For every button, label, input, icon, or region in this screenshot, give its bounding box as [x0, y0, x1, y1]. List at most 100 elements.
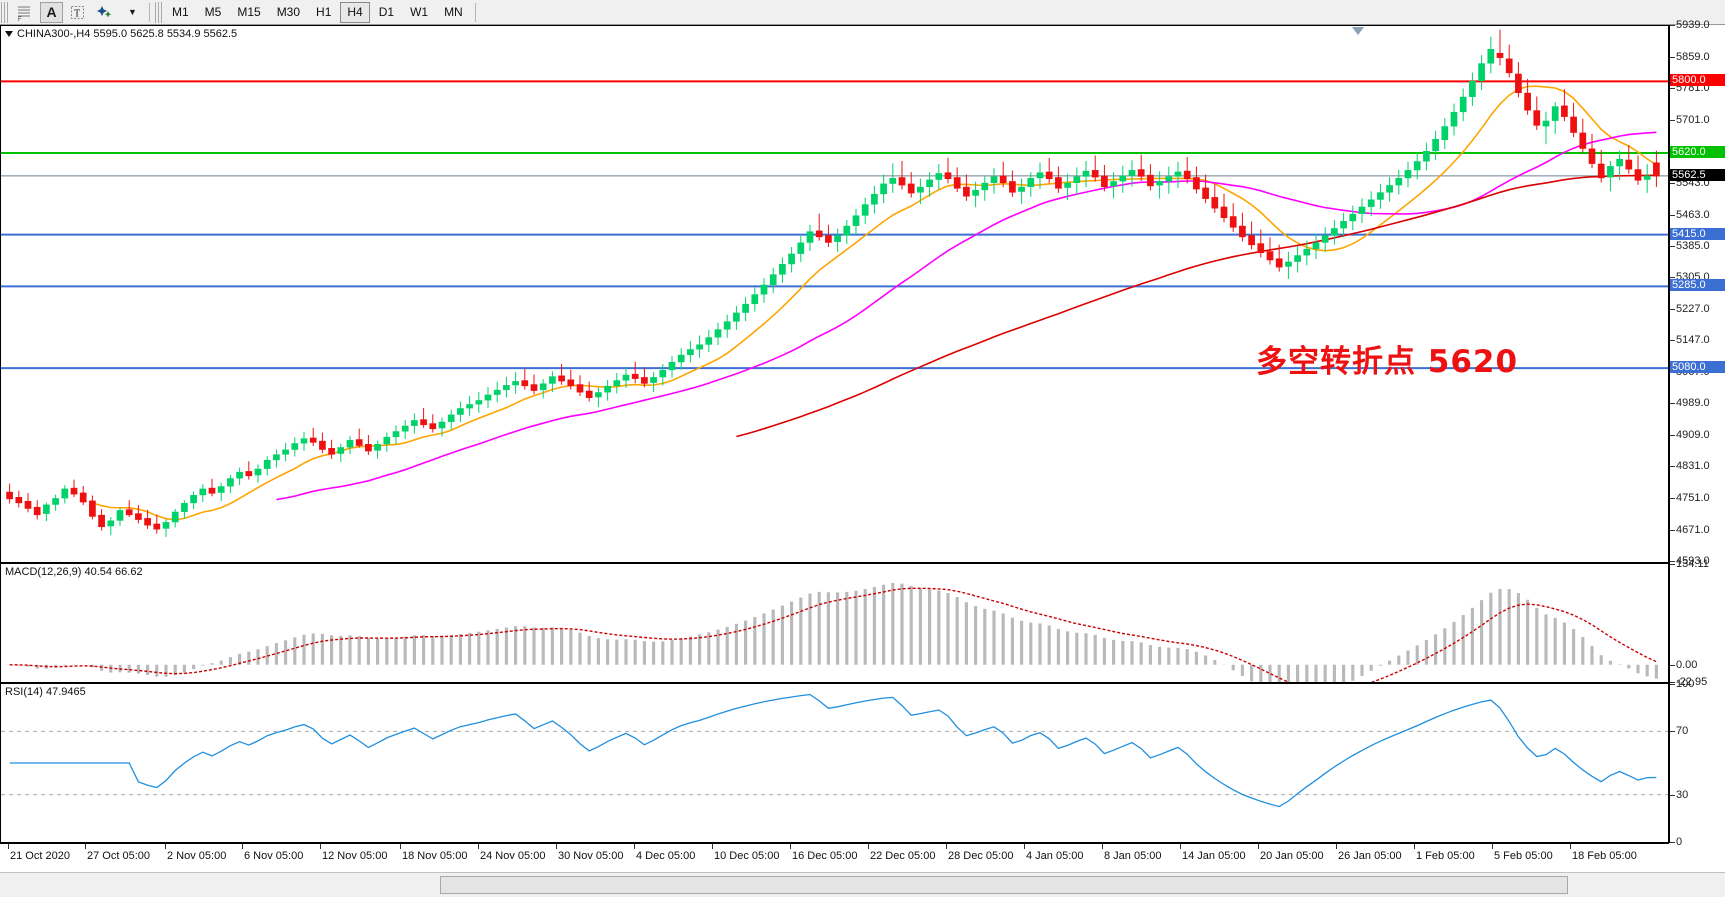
pivot-level-5620[interactable]: 5620.0: [1670, 146, 1725, 159]
price-tick-label: 5463.0: [1676, 208, 1710, 221]
chart-annotation-text: 多空转折点 5620: [1256, 344, 1519, 380]
timeframe-m15[interactable]: M15: [237, 5, 261, 19]
time-tick: [320, 844, 321, 849]
price-tick: [1670, 277, 1675, 279]
time-tick: [1258, 844, 1259, 849]
time-axis[interactable]: 21 Oct 2020 27 Oct 05:00 2 Nov 05:00 6 Nov …: [0, 843, 1669, 872]
time-tick-label: 14 Jan 05:00: [1182, 850, 1246, 862]
timeframe-d1[interactable]: D1: [378, 5, 395, 19]
time-tick: [85, 844, 86, 849]
objects-dropdown-button[interactable]: ▼: [121, 2, 144, 23]
time-tick-label: 16 Dec 05:00: [792, 850, 858, 862]
macd-pane[interactable]: MACD(12,26,9) 40.54 66.62: [0, 563, 1669, 683]
price-tick-label: 4593.0: [1676, 555, 1710, 567]
price-tick: [1670, 561, 1675, 562]
support-level-5285[interactable]: 5285.0: [1670, 279, 1725, 292]
time-tick-label: 26 Jan 05:00: [1338, 850, 1402, 862]
macd-tick-label: -22.95: [1676, 676, 1708, 688]
rsi-pane[interactable]: RSI(14) 47.9465: [0, 683, 1669, 843]
time-tick-label: 12 Nov 05:00: [322, 850, 388, 862]
axis-tick: [1670, 682, 1675, 683]
last-price-5562[interactable]: 5562.5: [1670, 168, 1725, 181]
price-tick: [1670, 308, 1675, 310]
time-tick: [868, 844, 869, 849]
price-tick: [1670, 529, 1675, 531]
price-tick-label: 4831.0: [1676, 460, 1710, 473]
scrollbar-thumb[interactable]: [440, 876, 1568, 894]
rsi-tick-label: 0: [1676, 836, 1683, 848]
time-tick-label: 2 Nov 05:00: [167, 850, 227, 862]
time-tick: [634, 844, 635, 849]
timeframe-h1[interactable]: H1: [316, 5, 332, 19]
toolbar-divider-2: [474, 2, 476, 22]
axis-tick: [1670, 731, 1675, 733]
macd-tick-label: 0.00: [1676, 658, 1698, 671]
price-tick-label: 5859.0: [1676, 50, 1710, 63]
macd-tick-label: 134.11: [1676, 558, 1709, 570]
timeframe-w1[interactable]: W1: [410, 5, 429, 19]
price-tick-label: 4909.0: [1676, 429, 1710, 442]
time-tick: [1336, 844, 1337, 849]
price-axis[interactable]: 5939.05859.05781.05701.05620.05543.05463…: [1669, 19, 1725, 848]
rsi-chart-svg: [1, 693, 1668, 808]
timeframe-m30[interactable]: M30: [276, 5, 301, 19]
time-tick: [1024, 844, 1025, 849]
time-tick-label: 6 Nov 05:00: [244, 850, 304, 862]
price-tick: [1670, 403, 1675, 405]
price-tick: [1670, 56, 1675, 58]
time-tick-label: 24 Nov 05:00: [480, 850, 546, 862]
time-tick: [242, 844, 243, 849]
text-object-a-button[interactable]: A: [40, 1, 63, 23]
price-pane[interactable]: CHINA300-,H4 5595.0 5625.8 5534.9 5562.5…: [0, 25, 1669, 563]
rsi-tick-label: 100: [1676, 678, 1695, 690]
rsi-tick-label: 70: [1676, 725, 1689, 738]
time-tick: [400, 844, 401, 849]
price-tick: [1670, 214, 1675, 216]
time-tick: [1570, 844, 1571, 849]
time-tick-label: 4 Jan 05:00: [1026, 850, 1084, 862]
time-tick-label: 1 Feb 05:00: [1416, 850, 1475, 862]
price-tick: [1670, 435, 1675, 437]
objects-button[interactable]: [92, 2, 119, 23]
drag-grip-icon[interactable]: [1, 1, 8, 23]
price-tick-label: 5227.0: [1676, 302, 1710, 315]
price-tick-label: 4671.0: [1676, 523, 1710, 536]
time-tick: [712, 844, 713, 849]
time-tick: [1102, 844, 1103, 849]
time-tick: [1492, 844, 1493, 849]
price-tick-label: 4751.0: [1676, 492, 1710, 505]
timeframe-grip-icon[interactable]: [155, 1, 162, 23]
svg-text:F: F: [18, 17, 22, 21]
time-tick: [478, 844, 479, 849]
timeframe-m5[interactable]: M5: [204, 5, 222, 19]
time-tick: [1180, 844, 1181, 849]
time-tick-label: 18 Feb 05:00: [1572, 850, 1637, 862]
text-label-button[interactable]: T: [65, 2, 90, 23]
time-tick-label: 10 Dec 05:00: [714, 850, 780, 862]
time-tick: [1414, 844, 1415, 849]
letter-a-icon: A: [46, 4, 57, 20]
axis-tick: [1670, 842, 1675, 843]
time-tick: [556, 844, 557, 849]
rsi-tick-label: 30: [1676, 788, 1689, 801]
crosshair-templates-icon[interactable]: F: [11, 2, 38, 23]
time-tick-label: 21 Oct 2020: [10, 850, 70, 862]
svg-text:T: T: [74, 8, 80, 19]
price-tick: [1670, 25, 1675, 26]
support-level-5080[interactable]: 5080.0: [1670, 361, 1725, 374]
axis-tick: [1670, 664, 1675, 666]
price-tick: [1670, 466, 1675, 468]
price-tick-label: 4989.0: [1676, 397, 1710, 410]
support-level-5415[interactable]: 5415.0: [1670, 227, 1725, 240]
resistance-level-5800[interactable]: 5800.0: [1670, 74, 1725, 87]
chart-area: CHINA300-,H4 5595.0 5625.8 5534.9 5562.5…: [0, 19, 1725, 872]
price-tick-label: 5939.0: [1676, 19, 1710, 31]
time-tick: [790, 844, 791, 849]
horizontal-scrollbar[interactable]: [0, 872, 1725, 897]
time-tick-label: 5 Feb 05:00: [1494, 850, 1553, 862]
timeframe-m1[interactable]: M1: [172, 5, 189, 19]
price-tick-label: 5701.0: [1676, 113, 1710, 126]
timeframe-h4[interactable]: H4: [340, 1, 370, 23]
top-toolbar: F A T ▼ M1 M5 M15 M30 H1 H4 D1 W1 MN: [0, 0, 1725, 25]
timeframe-mn[interactable]: MN: [444, 5, 463, 19]
